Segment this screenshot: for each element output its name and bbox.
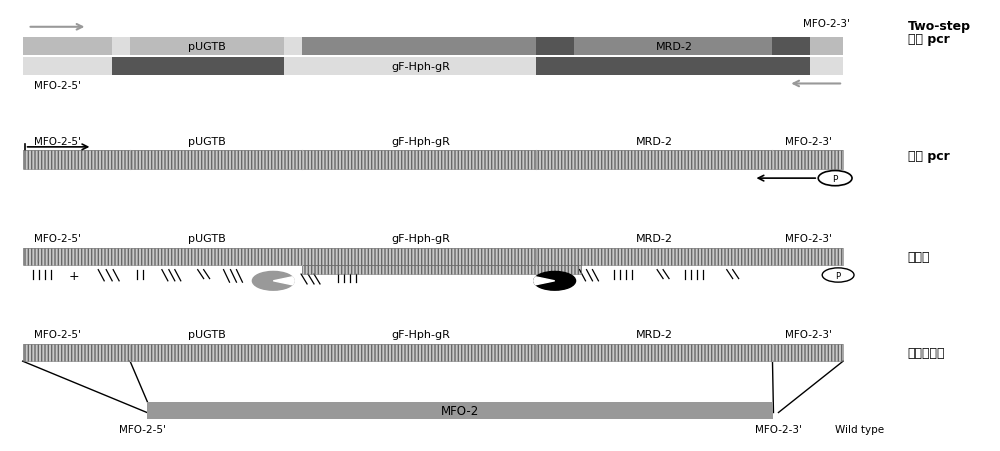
Text: P: P [832,174,838,183]
Text: Wild type: Wild type [835,424,885,434]
Bar [302,37,536,56]
Bar [112,37,130,56]
Text: MRD-2: MRD-2 [636,330,673,340]
Bar [112,58,284,76]
Text: MFO-2-5': MFO-2-5' [119,424,165,434]
Wedge shape [534,277,555,285]
Bar [810,58,843,76]
Text: MFO-2-5': MFO-2-5' [34,234,81,244]
Bar [130,37,284,56]
Bar [302,58,536,76]
Bar [147,402,773,419]
Text: MRD-2: MRD-2 [636,136,673,146]
Bar [536,58,574,76]
Bar [23,345,843,361]
Text: Two-step: Two-step [908,20,971,33]
Text: MFO-2-5': MFO-2-5' [34,81,81,91]
Text: 转化、重组: 转化、重组 [908,346,945,359]
Bar [284,58,302,76]
Text: 巢式 pcr: 巢式 pcr [908,150,949,162]
Text: MFO-2-3': MFO-2-3' [755,424,802,434]
Bar [574,37,772,56]
Bar [772,37,810,56]
Bar [23,249,843,266]
Text: MRD-2: MRD-2 [636,234,673,244]
Text: pUGTB: pUGTB [188,42,226,52]
Text: gF-Hph-gR: gF-Hph-gR [391,136,450,146]
Circle shape [534,272,576,290]
Bar [574,58,772,76]
Text: MRD-2: MRD-2 [656,42,693,52]
Bar [23,151,843,170]
Text: pUGTB: pUGTB [188,234,226,244]
Text: P: P [836,271,841,280]
Text: 融合 pcr: 融合 pcr [908,33,949,46]
Text: 单链化: 单链化 [908,251,930,264]
Circle shape [252,272,294,290]
Bar [536,37,574,56]
Text: pUGTB: pUGTB [188,136,226,146]
Text: gF-Hph-gR: gF-Hph-gR [391,62,450,72]
Bar [302,265,581,275]
Text: pUGTB: pUGTB [188,330,226,340]
Text: MFO-2-3': MFO-2-3' [785,330,832,340]
Text: MFO-2-3': MFO-2-3' [785,234,832,244]
Text: MFO-2: MFO-2 [441,405,479,417]
Text: MFO-2-5': MFO-2-5' [34,136,81,146]
Bar [284,37,302,56]
Wedge shape [273,277,294,285]
Bar [23,151,843,170]
Text: MFO-2-5': MFO-2-5' [34,330,81,340]
Text: MFO-2-3': MFO-2-3' [785,136,832,146]
Bar [23,37,112,56]
Bar [23,345,843,361]
Bar [772,58,810,76]
Bar [23,249,843,266]
Text: MFO-2-3': MFO-2-3' [803,19,850,29]
Text: gF-Hph-gR: gF-Hph-gR [391,234,450,244]
Bar [810,37,843,56]
Bar [23,58,112,76]
Bar [302,265,581,275]
Text: +: + [69,269,80,282]
Text: gF-Hph-gR: gF-Hph-gR [391,330,450,340]
